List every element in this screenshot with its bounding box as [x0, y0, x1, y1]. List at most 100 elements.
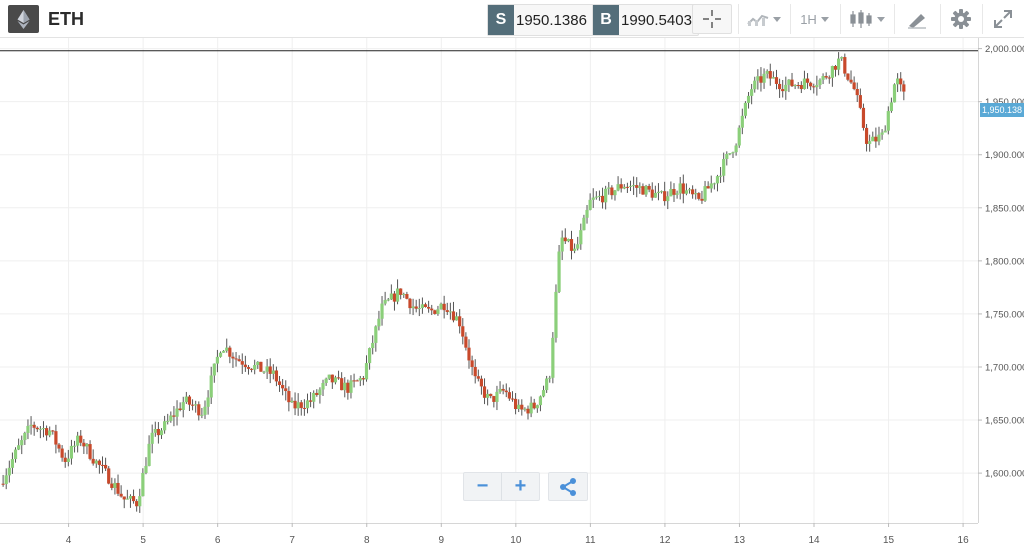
candle-up [26, 425, 30, 433]
candle-up [48, 430, 52, 436]
candle-up [318, 389, 322, 396]
x-tick-label: 12 [659, 535, 671, 546]
candle-down [479, 378, 484, 387]
candle-up [212, 363, 216, 376]
sell-price-box[interactable]: S 1950.1386 [487, 4, 594, 36]
chart-type-dropdown[interactable] [738, 4, 788, 34]
timeframe-dropdown[interactable]: 1H [790, 4, 838, 34]
candle-down [408, 298, 412, 309]
candle-up [557, 251, 561, 292]
candle-down [274, 370, 279, 382]
candle-up [687, 189, 692, 191]
candle-down [650, 189, 654, 198]
candle-down [110, 483, 114, 488]
candle-up [746, 95, 751, 103]
candle-up [271, 370, 275, 374]
buy-price-box[interactable]: B 1990.5403 [592, 4, 699, 36]
candle-up [20, 440, 24, 446]
candle-up [576, 244, 580, 249]
candle-down [249, 368, 254, 370]
candle-up [206, 397, 210, 407]
zoom-in-button[interactable]: + [501, 473, 539, 500]
candle-up [29, 424, 33, 426]
candle-up [364, 363, 369, 380]
candle-up [725, 153, 729, 160]
candle-down [243, 364, 247, 368]
candle-up [194, 404, 198, 406]
candle-up [76, 435, 80, 446]
candle-down [399, 288, 403, 295]
candle-down [427, 306, 431, 309]
price-chart[interactable]: 1,600.000 1,650.000 1,700.000 1,750.000 1,80… [0, 38, 1024, 556]
settings-button[interactable] [940, 4, 980, 34]
candle-up [821, 76, 825, 80]
buy-price: 1990.5403 [621, 11, 692, 29]
candle-up [371, 342, 375, 349]
candle-up [448, 311, 452, 313]
candle-down [82, 442, 86, 447]
candle-down [44, 428, 49, 436]
candle-down [315, 392, 319, 396]
candle-down [361, 378, 365, 380]
zoom-out-button[interactable]: − [476, 475, 489, 497]
candle-up [377, 318, 381, 327]
candle-up [541, 390, 546, 397]
candle-down [187, 396, 192, 405]
fullscreen-button[interactable] [982, 4, 1022, 34]
x-tick-label: 7 [289, 535, 295, 546]
candle-up [722, 159, 726, 176]
candle-up [380, 303, 384, 319]
candle-down [259, 361, 263, 372]
candle-down [340, 378, 344, 391]
crosshair-button[interactable] [692, 4, 732, 34]
candle-up [734, 145, 738, 153]
candle-down [691, 189, 695, 195]
candle-down [824, 76, 828, 78]
candle-down [178, 408, 182, 410]
candle-up [886, 111, 890, 131]
candle-up [94, 460, 98, 464]
share-button[interactable] [548, 472, 588, 501]
candle-down [445, 310, 449, 312]
candle-up [597, 195, 602, 197]
candle-up [548, 377, 552, 379]
candle-up [588, 199, 592, 210]
candle-up [417, 308, 421, 310]
candles-dropdown[interactable] [840, 4, 892, 34]
candle-up [200, 414, 204, 416]
candle-down [849, 79, 853, 83]
candle-down [302, 407, 306, 409]
candle-down [864, 127, 869, 144]
candle-up [389, 293, 393, 300]
candle-up [787, 79, 791, 85]
candle-up [498, 388, 502, 392]
candle-down [812, 86, 816, 88]
buy-tag: B [593, 5, 619, 35]
candle-down [526, 408, 530, 414]
candle-up [802, 78, 807, 90]
asset-symbol: ETH [48, 9, 84, 29]
candle-up [153, 429, 157, 433]
candle-down [663, 191, 667, 202]
candle-up [840, 57, 844, 59]
candle-down [513, 398, 518, 410]
candle-up [523, 408, 527, 410]
candle-up [880, 132, 884, 135]
candle-up [579, 230, 583, 245]
candle-up [616, 184, 620, 191]
candle-up [656, 191, 661, 193]
gear-icon [950, 9, 971, 29]
candle-up [10, 459, 15, 468]
asset-logo[interactable] [8, 5, 39, 33]
candle-down [284, 388, 288, 392]
candle-up [538, 396, 543, 406]
candle-down [504, 390, 508, 393]
candle-up [771, 77, 775, 79]
draw-button[interactable] [894, 4, 938, 34]
y-tick-label: 1,950.000 [985, 97, 1024, 108]
candle-up [628, 185, 633, 187]
candle-up [333, 377, 338, 383]
candle-down [874, 136, 878, 142]
fullscreen-icon [993, 10, 1012, 28]
candle-up [374, 326, 378, 343]
